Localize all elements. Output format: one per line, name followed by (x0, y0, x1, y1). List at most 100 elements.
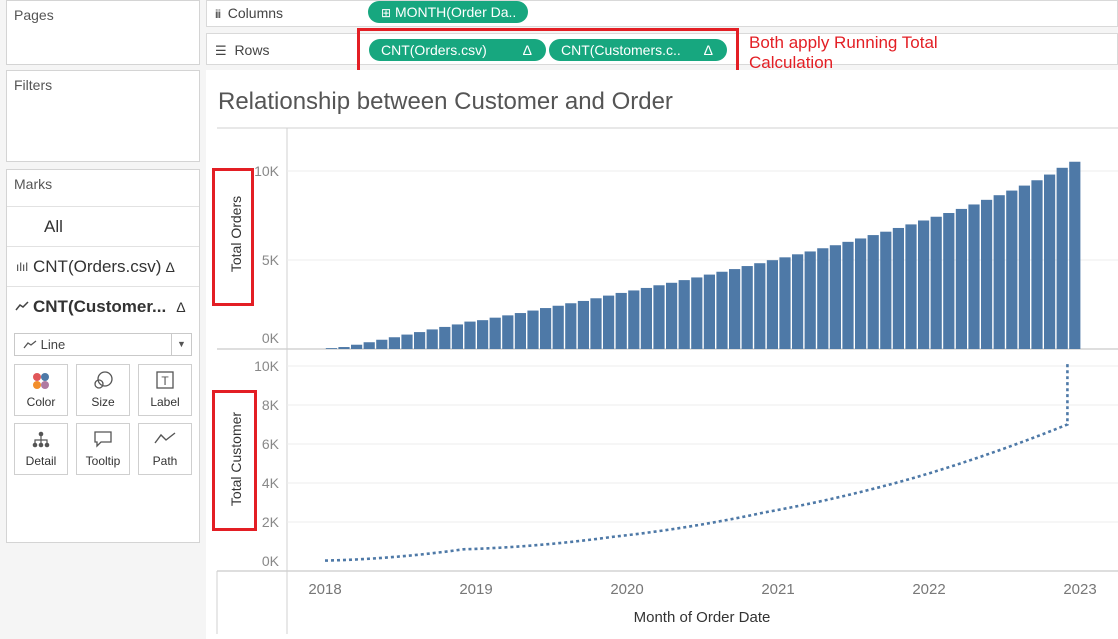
pages-title: Pages (14, 7, 54, 23)
y-tick-label: 2K (262, 514, 280, 530)
delta-icon: Δ (176, 298, 186, 315)
marks-panel: Marks All ılıl CNT(Orders.csv) Δ CNT(Cus… (6, 169, 200, 543)
bar (489, 317, 501, 349)
bar (615, 292, 627, 349)
bar (603, 295, 615, 349)
bar (930, 216, 942, 349)
filters-panel[interactable]: Filters (6, 70, 200, 162)
bar (955, 208, 967, 349)
rows-shelf-label: ☰ Rows (215, 42, 269, 59)
bar (1069, 161, 1081, 349)
bar (1056, 167, 1068, 349)
bar (388, 337, 400, 349)
rows-pill-orders-label: CNT(Orders.csv) (381, 42, 487, 58)
delta-icon: Δ (703, 42, 713, 58)
bar (451, 324, 463, 349)
columns-icon: iii (215, 7, 221, 21)
bar (993, 195, 1005, 349)
bar (590, 298, 602, 349)
x-tick-label: 2022 (912, 581, 945, 598)
chart-area: Relationship between Customer and Order … (206, 70, 1118, 639)
svg-text:T: T (161, 374, 169, 388)
label-icon: T (139, 365, 191, 395)
chart-title: Relationship between Customer and Order (218, 88, 673, 115)
y-tick-label: 6K (262, 436, 280, 452)
annotation-text: Both apply Running Total Calculation (749, 33, 938, 73)
y-tick-label: 10K (254, 163, 280, 179)
chart-svg: 10K 5K 0K Total Orders 10K 8K 6K 4K 2K 0K Total Cu… (216, 127, 1118, 634)
columns-shelf[interactable]: iii Columns ⊞ MONTH(Order Da.. (206, 0, 1118, 27)
path-label: Path (152, 454, 178, 468)
bar (855, 238, 867, 349)
bar (867, 235, 879, 349)
bar (540, 308, 552, 349)
bar (552, 305, 564, 349)
label-button[interactable]: T Label (138, 364, 192, 416)
marks-customers-card[interactable]: CNT(Customer... Δ (7, 286, 199, 326)
bar (363, 342, 375, 349)
marks-orders-label: CNT(Orders.csv) (33, 256, 162, 276)
rows-icon: ☰ (215, 43, 227, 58)
bar (338, 347, 350, 349)
x-tick-label: 2018 (308, 581, 341, 598)
bar (792, 254, 804, 349)
bar (766, 260, 778, 349)
bar (892, 227, 904, 349)
detail-button[interactable]: Detail (14, 423, 68, 475)
bar (981, 199, 993, 349)
bar (1006, 190, 1018, 349)
marks-orders-card[interactable]: ılıl CNT(Orders.csv) Δ (7, 246, 199, 286)
bar (754, 263, 766, 349)
detail-label: Detail (25, 454, 57, 468)
bar (401, 334, 413, 349)
bar (414, 332, 426, 349)
color-button[interactable]: Color (14, 364, 68, 416)
marks-all-card[interactable]: All (7, 206, 199, 246)
pages-panel[interactable]: Pages (6, 0, 200, 65)
y-tick-label: 0K (262, 553, 280, 569)
bar (439, 326, 451, 349)
bar (514, 313, 526, 349)
y-axis-title-orders: Total Orders (228, 196, 244, 272)
bar (703, 274, 715, 349)
color-icon (15, 365, 67, 395)
annotation-line-1: Both apply Running Total (749, 33, 938, 52)
size-label: Size (91, 395, 115, 409)
label-label: Label (150, 395, 180, 409)
tooltip-button[interactable]: Tooltip (76, 423, 130, 475)
color-label: Color (26, 395, 56, 409)
x-tick-label: 2019 (459, 581, 492, 598)
rows-pill-orders[interactable]: CNT(Orders.csv) Δ (369, 39, 546, 61)
size-icon (77, 365, 129, 395)
size-button[interactable]: Size (76, 364, 130, 416)
expand-icon: ⊞ (381, 6, 392, 20)
rows-pill-customers[interactable]: CNT(Customers.c.. Δ (549, 39, 727, 61)
bar (426, 329, 438, 349)
x-axis-title: Month of Order Date (634, 609, 771, 626)
columns-pill-label: MONTH(Order Da.. (394, 4, 517, 20)
y-tick-label: 5K (262, 252, 280, 268)
x-tick-label: 2021 (761, 581, 794, 598)
y-tick-label: 0K (262, 330, 280, 346)
line-mark-icon (23, 340, 37, 349)
bar (779, 257, 791, 349)
bar (918, 220, 930, 349)
bar (351, 344, 363, 349)
path-icon (139, 424, 191, 454)
rows-pill-customers-label: CNT(Customers.c.. (561, 42, 681, 58)
annotation-rows-box (357, 28, 739, 73)
path-button[interactable]: Path (138, 423, 192, 475)
bar (376, 339, 388, 349)
bar (829, 245, 841, 349)
bar (880, 231, 892, 349)
y-tick-label: 4K (262, 475, 280, 491)
marks-customers-label: CNT(Customer... (33, 296, 167, 316)
mark-type-dropdown[interactable]: Line ▼ (14, 333, 192, 356)
columns-pill-month-order-date[interactable]: ⊞ MONTH(Order Da.. (368, 1, 529, 23)
bar (653, 285, 665, 349)
mark-type-value: Line (40, 337, 66, 352)
bar (729, 269, 741, 349)
y-tick-label: 8K (262, 397, 280, 413)
bar (640, 287, 652, 349)
bar (477, 320, 489, 349)
